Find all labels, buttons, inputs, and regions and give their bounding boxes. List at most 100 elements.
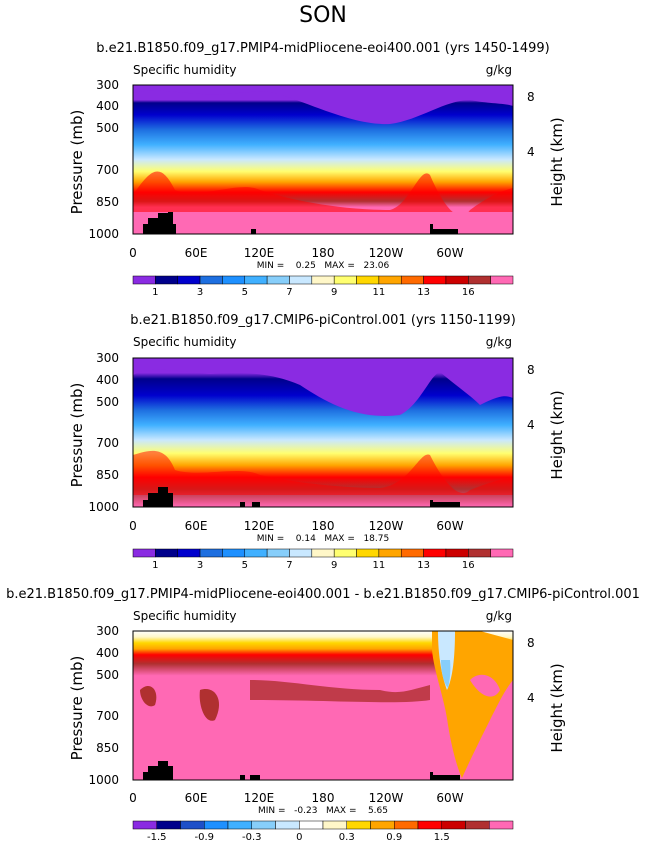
min-max-stats: MIN = 0.25 MAX = 23.06 [257,261,390,271]
colorbar-swatch [289,275,313,285]
colorbar-label: 3 [197,287,203,298]
right-tick-label: 4 [527,691,535,705]
top-purple-layer [133,358,513,416]
colorbar-label: 1 [152,560,158,571]
colorbar-swatch [227,820,252,830]
x-tick-label: 120E [244,791,275,805]
colorbar-label: 13 [417,560,430,571]
colorbar-swatch [266,275,290,285]
colorbar-swatch [244,275,268,285]
min-max-stats: MIN = -0.23 MAX = 5.65 [258,806,388,816]
top-purple-layer [133,85,513,125]
y-tick-label: 400 [96,646,119,660]
colorbar-swatch [378,548,402,558]
right-axis-label: Height (km) [548,117,566,206]
x-ticks: 0 60E 120E 180 120W 60W [129,791,464,805]
y-tick-label: 850 [96,741,119,755]
anomaly-patch [250,680,430,703]
x-tick-label: 60E [185,791,208,805]
colorbar-label: 0.9 [386,832,402,843]
y-axis-label: Pressure (mb) [68,383,86,488]
colorbar-label: -0.9 [194,832,214,843]
right-axis-label: Height (km) [548,390,566,479]
colorbar-label: -0.3 [242,832,262,843]
colorbar-swatch [244,548,268,558]
right-tick-label: 8 [527,363,535,377]
y-tick-label: 300 [96,351,119,365]
plot-frame [132,630,514,781]
x-tick-label: 120W [369,519,404,533]
right-ticks: 8 4 [527,636,535,705]
y-tick-label: 400 [96,373,119,387]
right-tick-label: 4 [527,145,535,159]
colorbar-swatch [441,820,466,830]
x-ticks: 0 60E 120E 180 120W 60W [129,519,464,533]
colorbar-label: 13 [417,287,430,298]
units-label: g/kg [486,63,512,77]
topography-mask [240,502,245,507]
colorbar-label: -1.5 [147,832,167,843]
colorbar-swatch [378,275,402,285]
colorbar-swatch [417,820,442,830]
colorbar-swatch [445,548,469,558]
topography-africa [143,212,176,234]
colorbar-swatch [423,275,447,285]
colorbar-swatch [199,275,223,285]
anomaly-patch [199,689,220,721]
colorbar-label: 1.5 [434,832,450,843]
topography-mask [240,775,245,780]
colorbar-label: 9 [331,287,337,298]
x-tick-label: 60E [185,246,208,260]
colorbar-swatch [155,548,178,558]
colorbar: -1.5 -0.9 -0.3 0 0.3 0.9 1.5 [132,820,514,843]
topography-andes [430,224,458,234]
y-tick-label: 500 [96,121,119,135]
panel-title: b.e21.B1850.f09_g17.PMIP4-midPliocene-eo… [6,587,640,602]
season-title: SON [299,3,347,28]
y-tick-label: 700 [96,436,119,450]
variable-label: Specific humidity [133,63,237,77]
colorbar-swatch [333,548,357,558]
andes-anomaly-low [441,660,451,688]
colorbar-swatch [394,820,419,830]
colorbar-label: 5 [242,287,248,298]
x-tick-label: 120W [369,246,404,260]
min-max-stats: MIN = 0.14 MAX = 18.75 [257,534,389,544]
x-ticks: 0 60E 120E 180 120W 60W [129,246,464,260]
colorbar-swatch [311,275,335,285]
topography-mask [250,775,260,780]
panel-2: b.e21.B1850.f09_g17.CMIP6-piControl.001 … [68,313,566,571]
colorbar-swatch [400,548,424,558]
topography-andes [430,500,460,507]
y-tick-label: 400 [96,99,119,113]
variable-label: Specific humidity [133,335,237,349]
x-tick-label: 0 [129,519,137,533]
colorbar: 1 3 5 7 9 11 13 16 [132,275,514,298]
colorbar-label: 9 [331,560,337,571]
panel-1: b.e21.B1850.f09_g17.PMIP4-midPliocene-eo… [68,41,566,298]
right-tick-label: 8 [527,90,535,104]
topography-africa [143,487,173,507]
topography-andes [430,772,460,780]
colorbar-swatch [465,820,490,830]
right-axis-label: Height (km) [548,663,566,752]
colorbar-swatch [155,275,178,285]
colorbar-label: 3 [197,560,203,571]
colorbar-swatch [311,548,335,558]
colorbar-swatch [468,548,491,558]
anomaly-patch [470,674,500,697]
colorbar-swatch [180,820,205,830]
colorbar-swatch [322,820,347,830]
x-tick-label: 120E [244,246,275,260]
x-tick-label: 60W [436,519,463,533]
x-tick-label: 0 [129,246,137,260]
colorbar-label: 1 [152,287,158,298]
colorbar-swatch [156,820,181,830]
colorbar-swatch [222,548,246,558]
colorbar-swatch [266,548,290,558]
colorbar-label: 11 [373,287,386,298]
y-tick-label: 850 [96,468,119,482]
colorbar-swatch [299,820,324,830]
colorbar-swatch [289,548,313,558]
